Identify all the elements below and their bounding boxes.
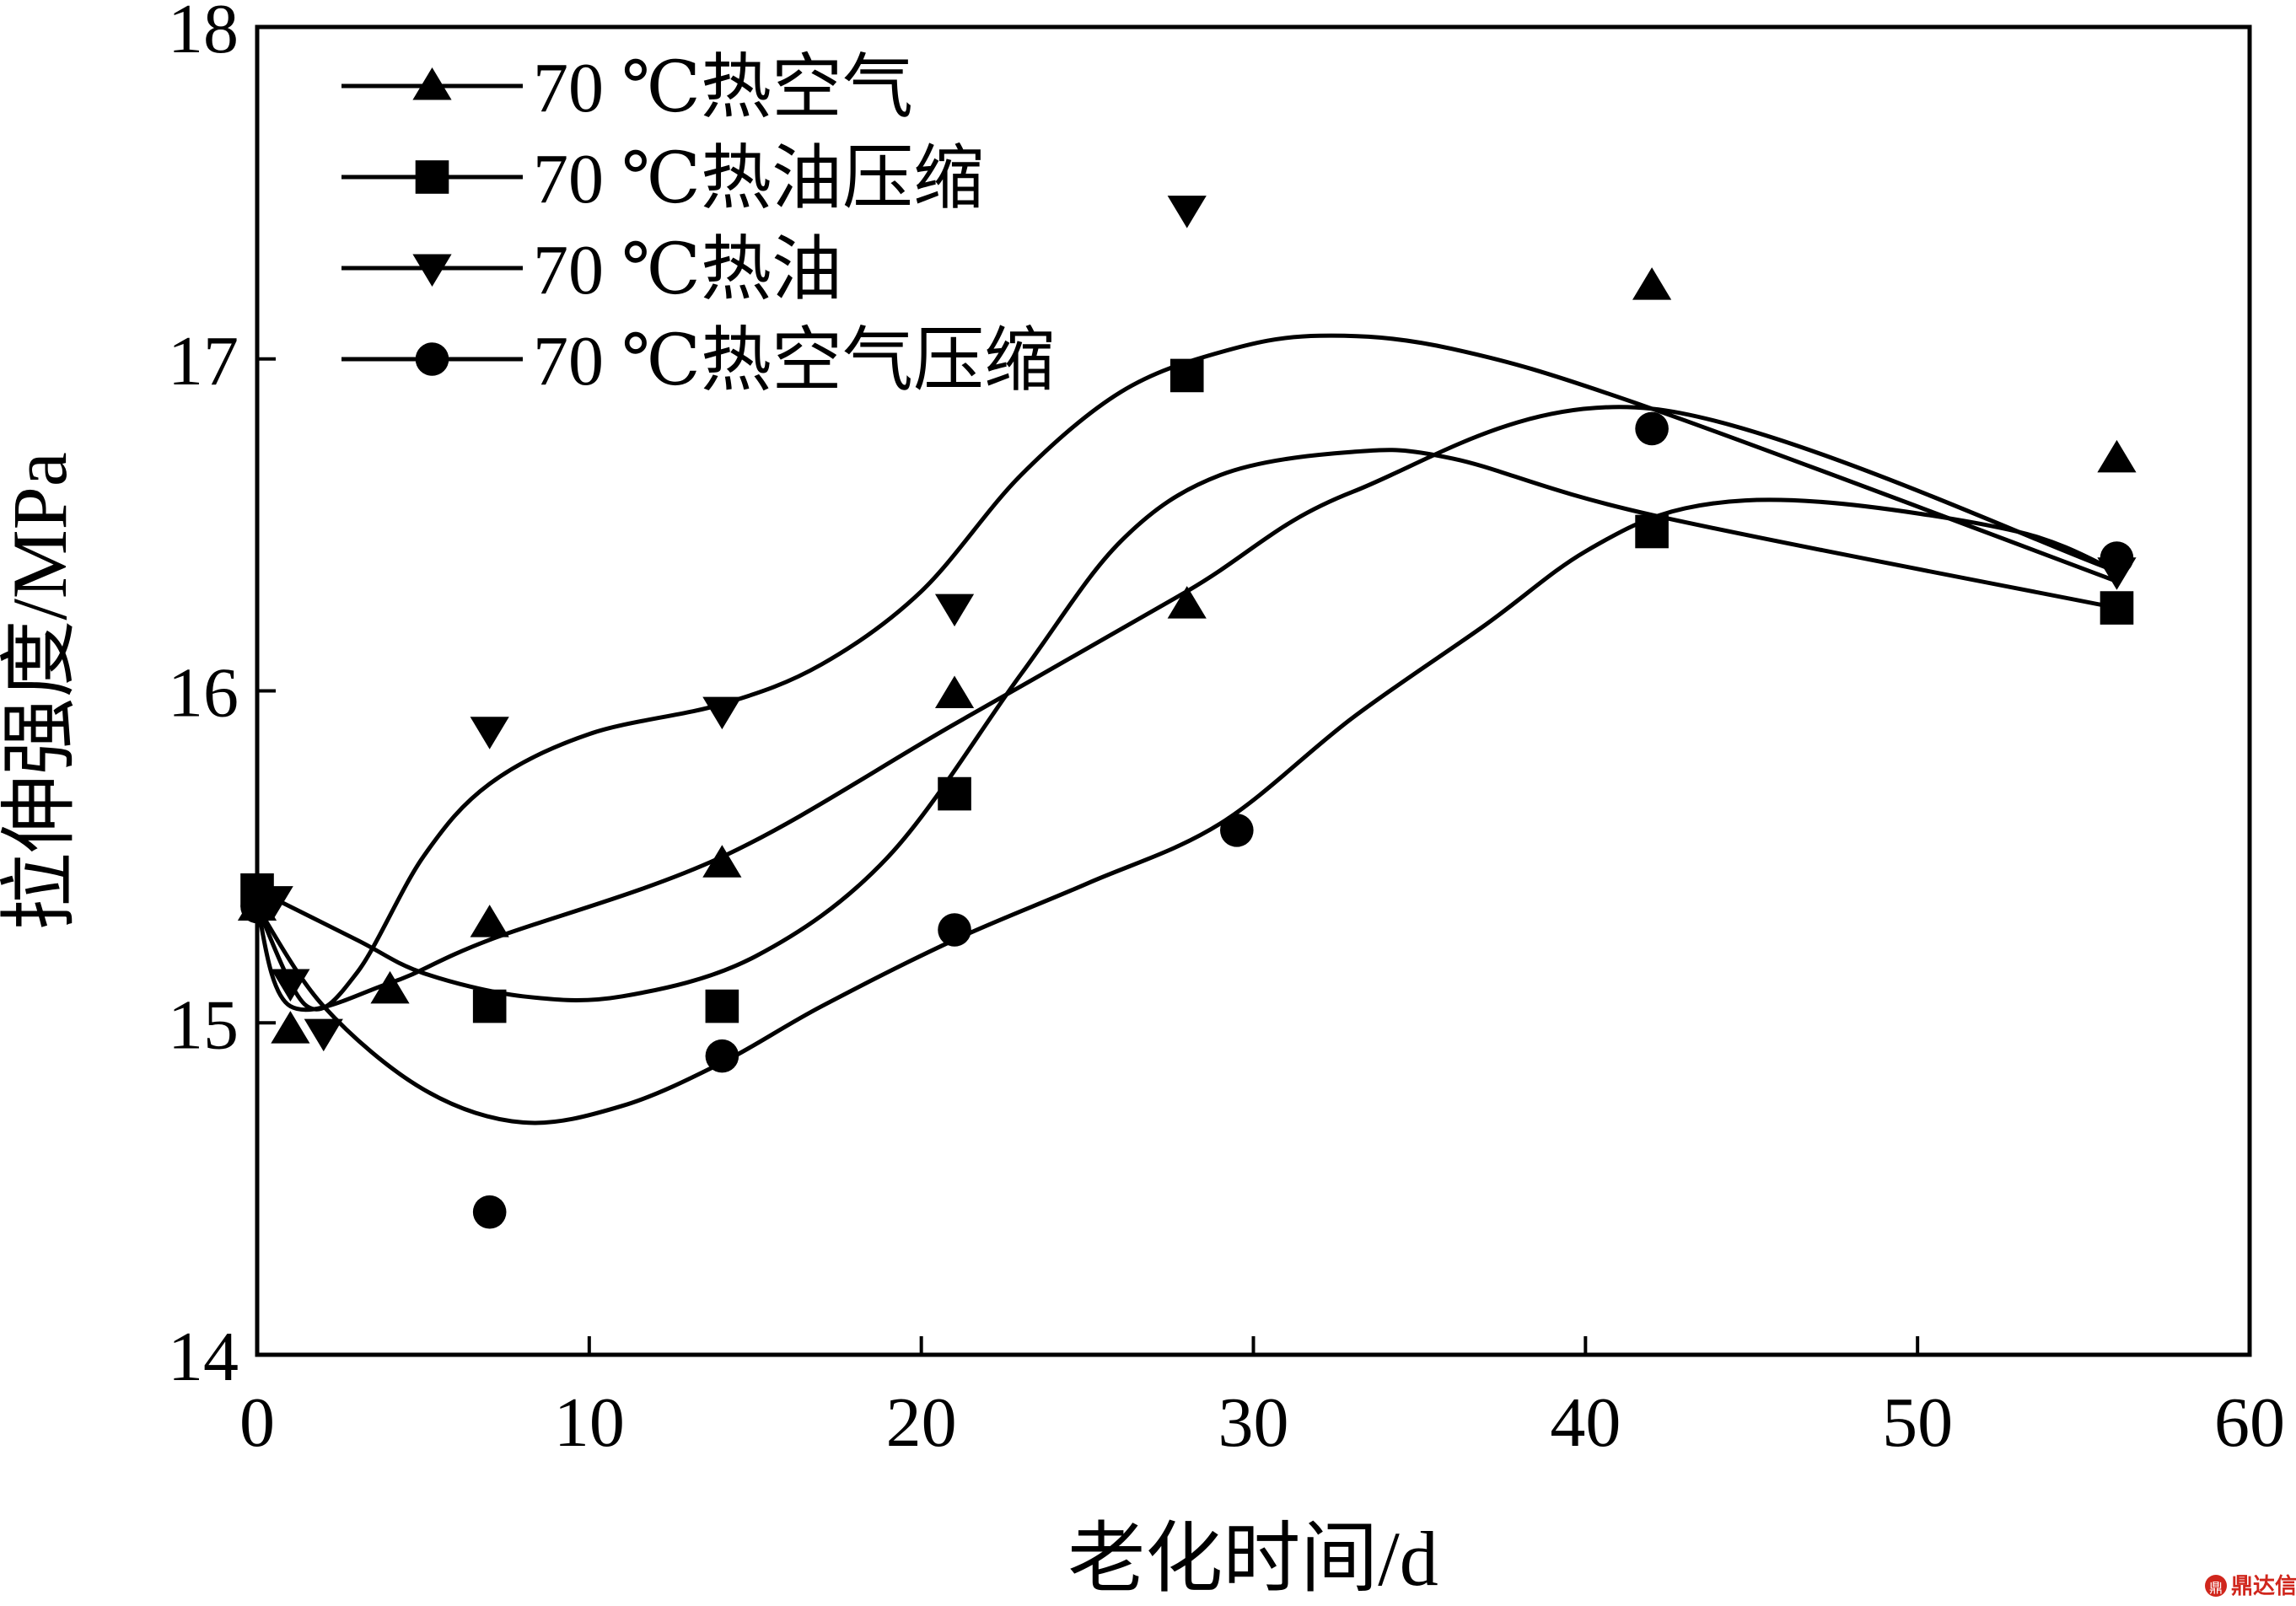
data-point-series-1 xyxy=(705,989,739,1023)
x-axis-title: 老化时间/d xyxy=(1067,1516,1438,1602)
x-tick-label: 40 xyxy=(1550,1383,1621,1462)
watermark-badge-icon xyxy=(2205,1575,2227,1597)
legend-marker xyxy=(412,67,452,100)
watermark-text: 鼎达信 xyxy=(2231,1574,2296,1599)
data-point-series-1 xyxy=(2100,591,2134,625)
data-point-series-0 xyxy=(1167,586,1207,619)
watermark-badge: 鼎 xyxy=(2209,1580,2223,1596)
data-point-series-0 xyxy=(370,970,410,1004)
data-point-series-2 xyxy=(304,1018,343,1052)
x-tick-label: 0 xyxy=(239,1383,275,1462)
data-point-series-1 xyxy=(1170,358,1204,393)
legend-label: 70 ℃热空气压缩 xyxy=(533,322,1055,400)
data-point-series-3 xyxy=(472,1195,507,1229)
fit-line-series-2 xyxy=(255,333,2119,1012)
data-point-series-1 xyxy=(472,989,507,1023)
fit-line-series-1 xyxy=(255,448,2119,1002)
x-tick-label: 10 xyxy=(554,1383,625,1462)
data-point-series-3 xyxy=(705,1039,739,1073)
fit-curves xyxy=(255,333,2119,1125)
data-point-series-0 xyxy=(702,845,742,878)
legend-marker xyxy=(415,160,449,194)
legend-label: 70 ℃热油压缩 xyxy=(533,140,984,218)
data-point-series-2 xyxy=(702,696,742,730)
data-point-series-1 xyxy=(938,776,971,811)
x-axis-ticks: 0 10 20 30 40 50 60 xyxy=(239,1336,2285,1462)
x-tick-label: 30 xyxy=(1218,1383,1289,1462)
data-point-series-0 xyxy=(470,905,509,937)
plot-frame xyxy=(255,24,2252,1357)
x-tick-label: 20 xyxy=(886,1383,957,1462)
fit-line-series-3 xyxy=(255,497,2119,1125)
data-point-series-0 xyxy=(2097,439,2137,473)
y-axis-ticks: 14 15 16 17 18 xyxy=(168,0,276,1396)
fit-line-series-0 xyxy=(255,405,2119,1012)
data-point-series-3 xyxy=(2100,541,2134,575)
legend: 70 ℃热空气 70 ℃热油压缩 70 ℃热油 70 ℃热空气压缩 xyxy=(341,49,1055,400)
legend-marker xyxy=(415,342,449,376)
data-point-series-2 xyxy=(934,594,975,627)
y-tick-label: 14 xyxy=(168,1318,239,1396)
data-point-series-0 xyxy=(271,1011,310,1044)
legend-label: 70 ℃热空气 xyxy=(533,49,913,127)
legend-label: 70 ℃热油 xyxy=(533,231,842,309)
legend-marker xyxy=(412,254,452,287)
data-point-series-0 xyxy=(934,675,975,708)
y-tick-label: 15 xyxy=(168,986,239,1064)
x-tick-label: 50 xyxy=(1882,1383,1953,1462)
data-point-series-3 xyxy=(1220,814,1254,847)
data-point-series-0 xyxy=(1632,267,1672,300)
data-point-series-2 xyxy=(470,717,509,749)
data-point-series-3 xyxy=(1635,411,1669,446)
y-tick-label: 16 xyxy=(168,654,239,733)
x-tick-label: 60 xyxy=(2214,1383,2285,1462)
data-point-series-1 xyxy=(1635,514,1669,549)
data-point-series-3 xyxy=(938,913,971,947)
data-point-series-2 xyxy=(271,969,310,1002)
data-point-series-2 xyxy=(1167,196,1207,228)
y-tick-label: 17 xyxy=(168,322,239,400)
data-markers xyxy=(237,196,2137,1229)
y-axis-title: 拉伸强度/MPa xyxy=(0,452,83,930)
watermark: 鼎 鼎达信 xyxy=(2205,1574,2296,1599)
y-tick-label: 18 xyxy=(168,0,239,68)
